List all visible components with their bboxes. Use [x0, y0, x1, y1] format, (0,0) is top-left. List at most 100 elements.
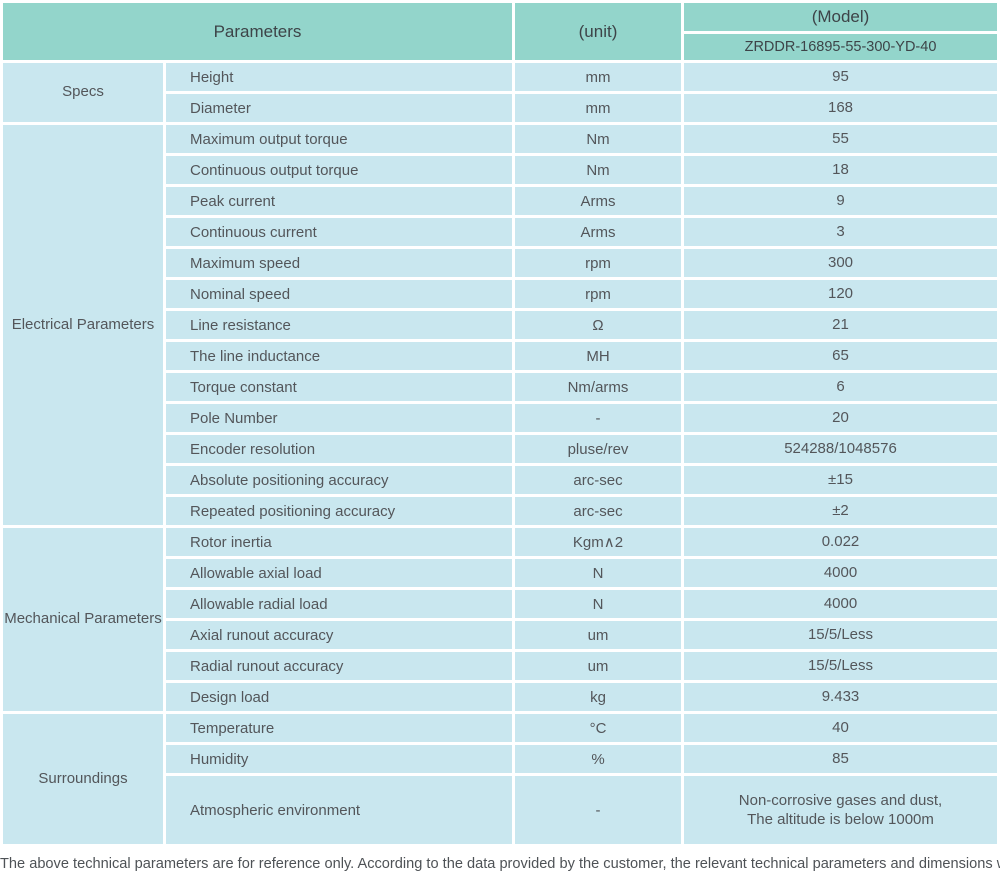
table-row: Pole Number - 20 — [3, 404, 997, 432]
param-unit-cell: - — [515, 776, 681, 844]
param-name-cell: Absolute positioning accuracy — [166, 466, 512, 494]
table-row: Mechanical Parameters Rotor inertia Kgm∧… — [3, 528, 997, 711]
param-name-cell: Humidity — [166, 745, 512, 773]
param-name-cell: Allowable radial load — [166, 590, 512, 618]
table-row: Peak current Arms 9 — [3, 187, 997, 215]
param-name-cell: Diameter — [166, 94, 512, 122]
model-header-cell: (Model) — [684, 3, 997, 31]
param-unit-cell: mm — [515, 94, 681, 122]
param-name-cell: Line resistance — [166, 311, 512, 339]
param-name-cell: Allowable axial load — [166, 559, 512, 587]
param-unit-cell: % — [515, 745, 681, 773]
table-row: Maximum speed rpm 300 — [3, 249, 997, 277]
param-value-cell: 15/5/Less — [684, 621, 997, 649]
param-value-cell: 3 — [684, 218, 997, 246]
param-unit-cell: Kgm∧2 — [515, 528, 681, 556]
table-row: Specs Height mm 95 — [3, 63, 997, 122]
table-row: Allowable radial load N 4000 — [3, 590, 997, 618]
param-value-cell: 15/5/Less — [684, 652, 997, 680]
unit-header-cell: (unit) — [515, 3, 681, 60]
param-name-cell: Radial runout accuracy — [166, 652, 512, 680]
param-value-cell: 95 — [684, 63, 997, 91]
param-value-cell: 524288/1048576 — [684, 435, 997, 463]
param-value-cell: 85 — [684, 745, 997, 773]
param-name-cell: Atmospheric environment — [166, 776, 512, 844]
param-unit-cell: mm — [515, 63, 681, 91]
table-row: Allowable axial load N 4000 — [3, 559, 997, 587]
param-unit-cell: Ω — [515, 311, 681, 339]
model-value-cell: ZRDDR-16895-55-300-YD-40 — [684, 34, 997, 60]
param-unit-cell: arc-sec — [515, 466, 681, 494]
param-unit-cell: um — [515, 652, 681, 680]
table-row: Continuous output torque Nm 18 — [3, 156, 997, 184]
param-value-cell: 9 — [684, 187, 997, 215]
param-unit-cell: rpm — [515, 280, 681, 308]
table-row: Continuous current Arms 3 — [3, 218, 997, 246]
param-value-cell: 65 — [684, 342, 997, 370]
param-value-cell: 6 — [684, 373, 997, 401]
param-value-cell: ±2 — [684, 497, 997, 525]
param-unit-cell: °C — [515, 714, 681, 742]
param-name-cell: The line inductance — [166, 342, 512, 370]
param-name-cell: Nominal speed — [166, 280, 512, 308]
param-unit-cell: Nm — [515, 156, 681, 184]
param-name-cell: Maximum speed — [166, 249, 512, 277]
param-value-cell: 300 — [684, 249, 997, 277]
param-name-cell: Temperature — [166, 714, 512, 742]
param-value-cell: 20 — [684, 404, 997, 432]
param-unit-cell: Arms — [515, 187, 681, 215]
group-cell-specs: Specs — [3, 63, 163, 122]
param-unit-cell: um — [515, 621, 681, 649]
param-name-cell: Axial runout accuracy — [166, 621, 512, 649]
table-row: Repeated positioning accuracy arc-sec ±2 — [3, 497, 997, 525]
table-row: Surroundings Temperature °C 40 — [3, 714, 997, 844]
param-unit-cell: arc-sec — [515, 497, 681, 525]
table-row: Atmospheric environment - Non-corrosive … — [3, 776, 997, 844]
table-row: Diameter mm 168 — [3, 94, 997, 122]
param-name-cell: Torque constant — [166, 373, 512, 401]
table-row: Absolute positioning accuracy arc-sec ±1… — [3, 466, 997, 494]
table-row: Design load kg 9.433 — [3, 683, 997, 711]
table-row: Torque constant Nm/arms 6 — [3, 373, 997, 401]
param-value-cell: ±15 — [684, 466, 997, 494]
parameters-header-cell: Parameters — [3, 3, 512, 60]
param-name-cell: Maximum output torque — [166, 125, 512, 153]
param-value-cell: 168 — [684, 94, 997, 122]
table-row: Axial runout accuracy um 15/5/Less — [3, 621, 997, 649]
param-unit-cell: kg — [515, 683, 681, 711]
param-name-cell: Continuous output torque — [166, 156, 512, 184]
param-value-cell: 9.433 — [684, 683, 997, 711]
footnote-text: The above technical parameters are for r… — [0, 856, 1000, 872]
table-header: Parameters (unit) (Model) ZRDDR-16895-55… — [3, 3, 997, 60]
param-value-cell: Non-corrosive gases and dust, The altitu… — [684, 776, 997, 844]
table-row: Radial runout accuracy um 15/5/Less — [3, 652, 997, 680]
table-row: Encoder resolution pluse/rev 524288/1048… — [3, 435, 997, 463]
param-unit-cell: Arms — [515, 218, 681, 246]
param-value-cell: 18 — [684, 156, 997, 184]
param-value-cell: 21 — [684, 311, 997, 339]
table-row: Humidity % 85 — [3, 745, 997, 773]
param-value-cell: 4000 — [684, 590, 997, 618]
param-name-cell: Pole Number — [166, 404, 512, 432]
group-cell-mechanical-parameters: Mechanical Parameters — [3, 528, 163, 711]
param-unit-cell: Nm — [515, 125, 681, 153]
param-unit-cell: rpm — [515, 249, 681, 277]
table-row: Electrical Parameters Maximum output tor… — [3, 125, 997, 525]
parameters-table: Parameters (unit) (Model) ZRDDR-16895-55… — [3, 3, 997, 844]
param-unit-cell: N — [515, 590, 681, 618]
param-value-cell: 0.022 — [684, 528, 997, 556]
param-name-cell: Design load — [166, 683, 512, 711]
param-unit-cell: N — [515, 559, 681, 587]
param-value-cell: 4000 — [684, 559, 997, 587]
group-cell-surroundings: Surroundings — [3, 714, 163, 844]
param-unit-cell: MH — [515, 342, 681, 370]
param-name-cell: Height — [166, 63, 512, 91]
param-unit-cell: - — [515, 404, 681, 432]
param-value-cell: 120 — [684, 280, 997, 308]
param-name-cell: Peak current — [166, 187, 512, 215]
table-row: Line resistance Ω 21 — [3, 311, 997, 339]
param-unit-cell: pluse/rev — [515, 435, 681, 463]
param-value-cell: 55 — [684, 125, 997, 153]
table-row: Nominal speed rpm 120 — [3, 280, 997, 308]
